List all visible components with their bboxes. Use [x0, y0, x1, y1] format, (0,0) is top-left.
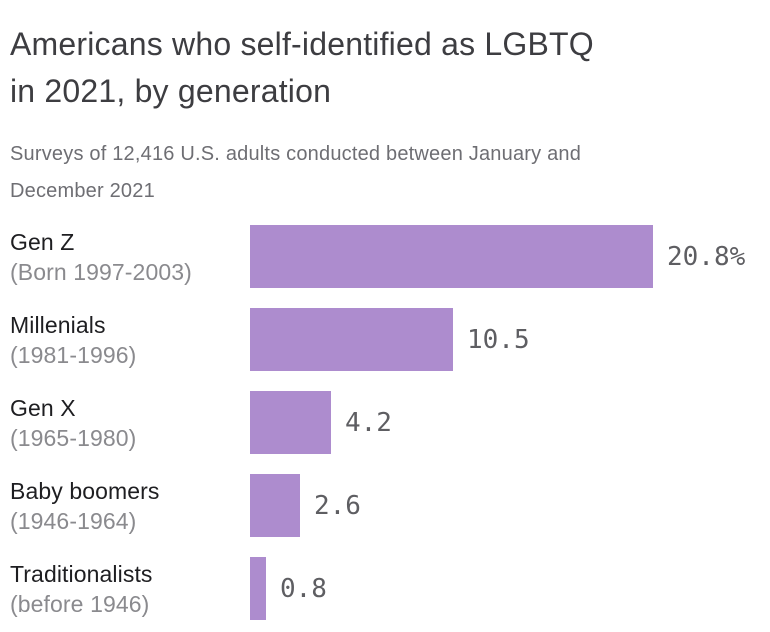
chart-row: Gen X (1965-1980) 4.2	[10, 391, 760, 454]
category-label-group: Traditionalists (before 1946)	[10, 559, 250, 619]
category-label: Millenials	[10, 311, 106, 338]
bar-chart: Gen Z (Born 1997-2003) 20.8% Millenials (198…	[10, 225, 760, 620]
chart-title-line-2: in 2021, by generation	[10, 73, 332, 109]
chart-row: Gen Z (Born 1997-2003) 20.8%	[10, 225, 760, 288]
bar	[250, 391, 331, 454]
chart-subtitle-line-1: Surveys of 12,416 U.S. adults conducted …	[10, 143, 582, 165]
category-label: Gen X	[10, 394, 76, 421]
chart-title: Americans who self-identified as LGBTQ i…	[10, 21, 760, 115]
category-label: Baby boomers	[10, 477, 160, 504]
chart-row: Traditionalists (before 1946) 0.8	[10, 557, 760, 620]
bar-area: 4.2	[250, 391, 760, 454]
bar	[250, 308, 453, 371]
chart-title-line-1: Americans who self-identified as LGBTQ	[10, 26, 594, 62]
value-label: 20.8%	[667, 241, 746, 272]
chart-row: Baby boomers (1946-1964) 2.6	[10, 474, 760, 537]
chart-subtitle-line-2: December 2021	[10, 180, 155, 202]
bar	[250, 225, 653, 288]
category-label: Traditionalists	[10, 560, 153, 587]
value-label: 10.5	[467, 324, 530, 355]
value-label: 0.8	[280, 573, 327, 604]
bar	[250, 557, 266, 620]
bar-area: 20.8%	[250, 225, 760, 288]
category-sublabel: (1965-1980)	[10, 424, 137, 451]
category-label: Gen Z	[10, 228, 75, 255]
category-label-group: Baby boomers (1946-1964)	[10, 476, 250, 536]
category-sublabel: (1981-1996)	[10, 341, 137, 368]
chart-row: Millenials (1981-1996) 10.5	[10, 308, 760, 371]
category-sublabel: (1946-1964)	[10, 507, 137, 534]
bar-area: 0.8	[250, 557, 760, 620]
category-label-group: Gen Z (Born 1997-2003)	[10, 227, 250, 287]
value-label: 2.6	[314, 490, 361, 521]
category-sublabel: (Born 1997-2003)	[10, 258, 192, 285]
bar-area: 2.6	[250, 474, 760, 537]
category-label-group: Gen X (1965-1980)	[10, 393, 250, 453]
category-sublabel: (before 1946)	[10, 590, 150, 617]
bar	[250, 474, 300, 537]
chart-subtitle: Surveys of 12,416 U.S. adults conducted …	[10, 136, 760, 210]
category-label-group: Millenials (1981-1996)	[10, 310, 250, 370]
value-label: 4.2	[345, 407, 392, 438]
bar-area: 10.5	[250, 308, 760, 371]
